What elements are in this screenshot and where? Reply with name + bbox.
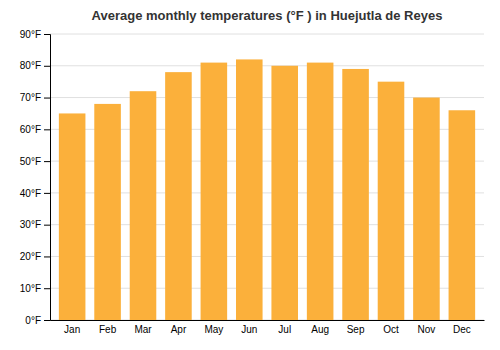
bar bbox=[307, 63, 334, 320]
grid-line bbox=[50, 65, 484, 66]
x-axis-line bbox=[51, 320, 485, 321]
y-tick-mark bbox=[44, 98, 50, 99]
x-axis: Jan Feb Mar Apr May Jun Jul Aug Sep Oct Nov Dec bbox=[51, 321, 485, 336]
bar bbox=[271, 66, 298, 320]
x-tick: Nov bbox=[418, 324, 436, 335]
x-tick-label: Apr bbox=[171, 324, 187, 335]
y-tick: 70°F bbox=[20, 92, 50, 103]
x-tick-label: Dec bbox=[453, 324, 471, 335]
y-tick: 10°F bbox=[20, 283, 50, 294]
y-tick-mark bbox=[44, 129, 50, 130]
title: Average monthly temperatures (°F ) in Hu… bbox=[92, 8, 443, 23]
y-tick-label: 30°F bbox=[20, 219, 41, 230]
x-tick: Jul bbox=[278, 324, 291, 335]
x-tick: Jan bbox=[64, 324, 80, 335]
chart: 0°F 10°F 20°F 30°F 40°F 50°F 60°F 70°F 80°F 90°F J… bbox=[0, 0, 500, 350]
x-tick: Dec bbox=[453, 324, 471, 335]
y-tick-label: 80°F bbox=[20, 60, 41, 71]
x-tick: May bbox=[204, 324, 223, 335]
y-tick: 20°F bbox=[20, 251, 50, 262]
x-tick-label: Aug bbox=[311, 324, 329, 335]
x-tick: Aug bbox=[311, 324, 329, 335]
x-tick: Feb bbox=[99, 324, 117, 335]
y-tick-mark bbox=[44, 288, 50, 289]
x-tick-label: May bbox=[204, 324, 223, 335]
x-tick: Mar bbox=[134, 324, 152, 335]
y-tick-label: 70°F bbox=[20, 92, 41, 103]
grid bbox=[50, 34, 484, 320]
y-tick-mark bbox=[44, 34, 50, 35]
y-tick-label: 10°F bbox=[20, 283, 41, 294]
x-tick-label: Jun bbox=[241, 324, 257, 335]
y-tick: 0°F bbox=[25, 315, 50, 326]
bar bbox=[413, 98, 440, 320]
y-tick-label: 0°F bbox=[25, 315, 41, 326]
y-tick: 60°F bbox=[20, 124, 50, 135]
y-tick: 80°F bbox=[20, 60, 50, 71]
y-tick-label: 60°F bbox=[20, 124, 41, 135]
y-tick-mark bbox=[44, 66, 50, 67]
y-tick-label: 90°F bbox=[20, 29, 41, 40]
bar bbox=[59, 113, 86, 320]
grid-line bbox=[50, 34, 484, 35]
y-tick: 50°F bbox=[20, 156, 50, 167]
y-tick-mark bbox=[44, 256, 50, 257]
y-tick-mark bbox=[44, 225, 50, 226]
x-tick-label: Mar bbox=[134, 324, 152, 335]
x-tick-label: Nov bbox=[418, 324, 436, 335]
y-tick: 30°F bbox=[20, 219, 50, 230]
x-tick: Oct bbox=[383, 324, 399, 335]
x-tick: Sep bbox=[347, 324, 365, 335]
bar bbox=[449, 110, 476, 320]
x-tick-label: Jan bbox=[64, 324, 80, 335]
y-axis-line bbox=[44, 35, 51, 321]
y-tick-label: 50°F bbox=[20, 156, 41, 167]
bars bbox=[59, 59, 475, 320]
y-tick-mark bbox=[44, 320, 50, 321]
bar bbox=[236, 59, 263, 320]
x-tick: Apr bbox=[171, 324, 187, 335]
y-tick: 90°F bbox=[20, 29, 50, 40]
bar bbox=[342, 69, 369, 320]
y-tick-mark bbox=[44, 161, 50, 162]
y-tick-mark bbox=[44, 193, 50, 194]
x-tick-label: Sep bbox=[347, 324, 365, 335]
y-tick: 40°F bbox=[20, 188, 50, 199]
bar bbox=[165, 72, 192, 320]
bar bbox=[94, 104, 121, 320]
x-tick-label: Oct bbox=[383, 324, 399, 335]
x-tick-label: Feb bbox=[99, 324, 117, 335]
bar bbox=[201, 63, 228, 320]
bar bbox=[130, 91, 157, 320]
bar bbox=[378, 82, 405, 320]
x-tick-label: Jul bbox=[278, 324, 291, 335]
y-tick-label: 20°F bbox=[20, 251, 41, 262]
y-tick-label: 40°F bbox=[20, 188, 41, 199]
x-tick: Jun bbox=[241, 324, 257, 335]
y-axis: 0°F 10°F 20°F 30°F 40°F 50°F 60°F 70°F 80°F 90°F bbox=[20, 29, 51, 326]
